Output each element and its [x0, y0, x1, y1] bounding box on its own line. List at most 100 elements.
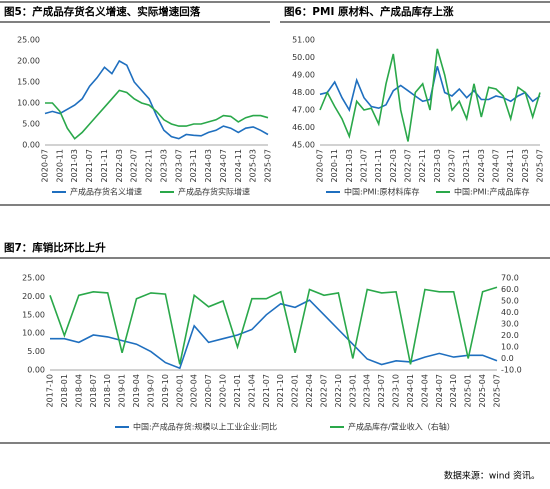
x-tick-label: 2020-07	[41, 149, 50, 182]
x-tick-label: 2018-04	[74, 374, 83, 407]
x-tick-label: 2022-11	[418, 149, 427, 182]
x-tick-label: 2025-07	[493, 374, 502, 407]
x-tick-label: 2024-11	[234, 149, 243, 182]
series-line	[319, 48, 541, 142]
y-tick-label: 50.00	[292, 53, 315, 62]
y-tick-label: 0.00	[22, 141, 40, 150]
series-line	[44, 59, 269, 140]
x-tick-label: 2023-04	[363, 374, 372, 407]
y-tick-label: 15.00	[17, 78, 40, 87]
y2-tick-label: 20.0	[501, 331, 519, 340]
x-tick-label: 2021-11	[100, 149, 109, 182]
legend-label: 中国:产成品存货:规模以上工业企业:同比	[133, 422, 277, 432]
x-tick-label: 2023-07	[377, 374, 386, 407]
x-tick-label: 2020-01	[175, 374, 184, 407]
x-tick-label: 2025-04	[478, 374, 487, 407]
x-tick-label: 2024-07	[492, 149, 501, 182]
x-tick-label: 2023-03	[159, 149, 168, 182]
x-tick-label: 2022-03	[389, 149, 398, 182]
y-tick-label: 15.00	[22, 310, 45, 319]
x-tick-label: 2023-01	[348, 374, 357, 407]
y-tick-label: 5.00	[27, 347, 45, 356]
x-tick-label: 2024-07	[219, 149, 228, 182]
chart-title: 图6：PMI 原材料、产成品库存上涨	[284, 5, 454, 18]
x-tick-label: 2023-07	[174, 149, 183, 182]
y-tick-label: 10.00	[22, 329, 45, 338]
y2-tick-label: 30.0	[501, 320, 519, 329]
x-tick-label: 2020-07	[204, 374, 213, 407]
y2-tick-label: 40.0	[501, 308, 519, 317]
legend-label: 产成品存货实际增速	[178, 187, 250, 197]
x-tick-label: 2023-11	[462, 149, 471, 182]
x-tick-label: 2022-07	[130, 149, 139, 182]
y-tick-label: 20.00	[17, 57, 40, 66]
x-tick-label: 2018-07	[89, 374, 98, 407]
legend-label: 产成品存货名义增速	[70, 187, 142, 197]
series-line	[45, 89, 269, 140]
x-tick-label: 2025-03	[521, 149, 530, 182]
x-tick-label: 2025-01	[464, 374, 473, 407]
x-tick-label: 2018-01	[60, 374, 69, 407]
x-tick-label: 2023-07	[448, 149, 457, 182]
x-tick-label: 2023-11	[189, 149, 198, 182]
x-tick-label: 2024-07	[435, 374, 444, 407]
x-tick-label: 2024-10	[449, 374, 458, 407]
series-line	[49, 286, 498, 365]
x-tick-label: 2025-07	[264, 149, 273, 182]
x-tick-label: 2022-11	[145, 149, 154, 182]
x-tick-label: 2021-03	[70, 149, 79, 182]
x-tick-label: 2020-11	[55, 149, 64, 182]
x-tick-label: 2024-11	[506, 149, 515, 182]
y-tick-label: 46.00	[292, 123, 315, 132]
x-tick-label: 2017-10	[46, 374, 55, 407]
x-tick-label: 2022-07	[319, 374, 328, 407]
x-tick-label: 2019-10	[161, 374, 170, 407]
x-tick-label: 2022-03	[115, 149, 124, 182]
y-tick-label: 25.00	[22, 274, 45, 283]
x-tick-label: 2025-07	[536, 149, 545, 182]
x-tick-label: 2018-10	[103, 374, 112, 407]
x-tick-label: 2019-01	[118, 374, 127, 407]
y2-tick-label: 50.0	[501, 297, 519, 306]
y-tick-label: 51.00	[292, 36, 315, 45]
y2-tick-label: 60.0	[501, 285, 519, 294]
x-tick-label: 2019-07	[146, 374, 155, 407]
y-tick-label: 20.00	[22, 292, 45, 301]
x-tick-label: 2023-03	[433, 149, 442, 182]
x-tick-label: 2024-03	[477, 149, 486, 182]
x-tick-label: 2021-03	[345, 149, 354, 182]
x-tick-label: 2024-03	[204, 149, 213, 182]
x-tick-label: 2021-01	[233, 374, 242, 407]
x-tick-label: 2023-10	[392, 374, 401, 407]
y-tick-label: 10.00	[17, 99, 40, 108]
x-tick-label: 2021-07	[85, 149, 94, 182]
y-tick-label: 25.00	[17, 36, 40, 45]
x-tick-label: 2019-04	[132, 374, 141, 407]
x-tick-label: 2020-11	[330, 149, 339, 182]
x-tick-label: 2021-11	[374, 149, 383, 182]
x-tick-label: 2025-03	[249, 149, 258, 182]
chart-title: 图7：库销比环比上升	[4, 241, 106, 254]
y2-tick-label: 70.0	[501, 274, 519, 283]
chart-title: 图5：产成品存货名义增速、实际增速回落	[4, 5, 201, 18]
y-tick-label: 48.00	[292, 88, 315, 97]
x-tick-label: 2021-07	[262, 374, 271, 407]
x-tick-label: 2020-10	[219, 374, 228, 407]
x-tick-label: 2020-04	[190, 374, 199, 407]
x-tick-label: 2022-01	[291, 374, 300, 407]
y2-tick-label: 0.0	[501, 354, 514, 363]
x-tick-label: 2024-04	[420, 374, 429, 407]
x-tick-label: 2021-07	[360, 149, 369, 182]
y2-tick-label: -10.0	[501, 366, 522, 375]
legend-label: 中国:PMI:原材料库存	[344, 187, 419, 197]
y-tick-label: 0.00	[27, 366, 45, 375]
y-tick-label: 49.00	[292, 71, 315, 80]
y-tick-label: 47.00	[292, 106, 315, 115]
x-tick-label: 2021-10	[276, 374, 285, 407]
legend-label: 中国:PMI:产成品库存	[454, 187, 529, 197]
x-tick-label: 2022-04	[305, 374, 314, 407]
y-tick-label: 45.00	[292, 141, 315, 150]
x-tick-label: 2022-10	[334, 374, 343, 407]
source: 数据来源：wind 资讯。	[444, 470, 540, 482]
